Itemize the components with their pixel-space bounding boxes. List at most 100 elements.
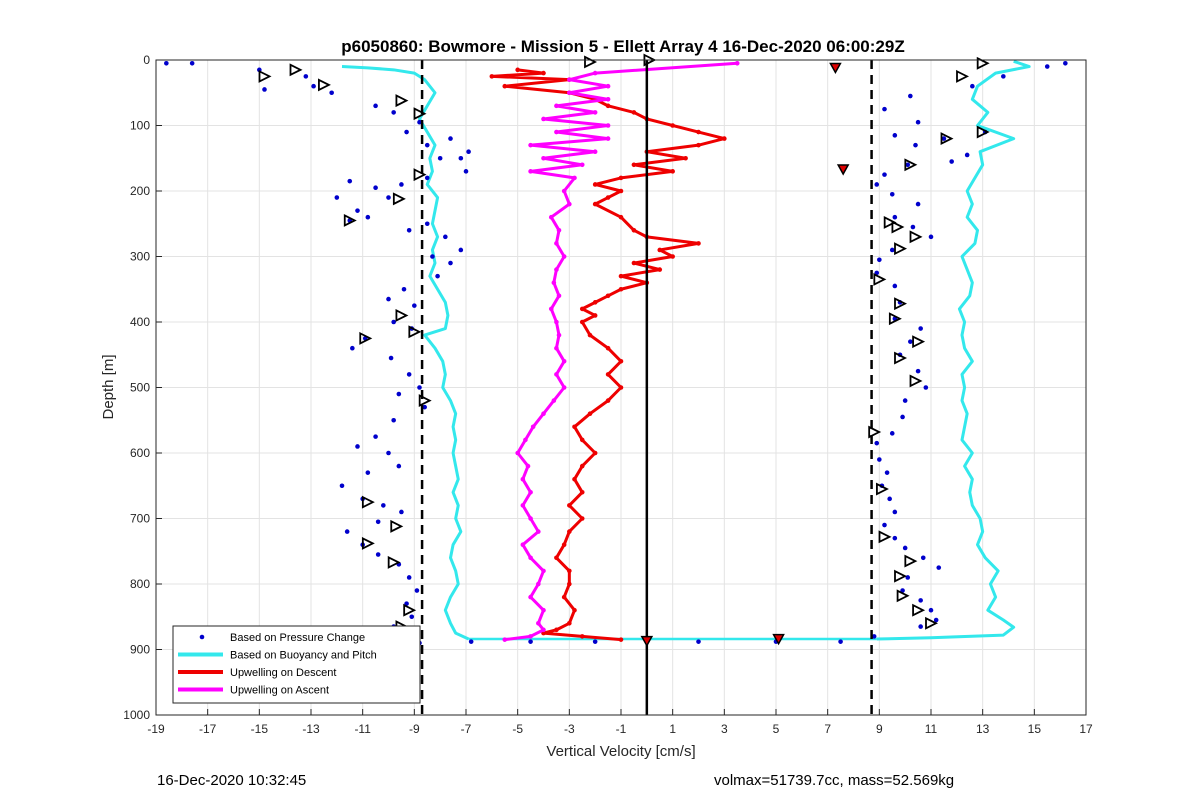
point-upwelling-descent — [605, 372, 611, 377]
point-upwelling-ascent — [734, 60, 740, 66]
y-axis: 0 100 200 300 400 500 600 700 800 900 1000 — [123, 53, 162, 722]
point-upwelling-ascent — [528, 634, 533, 639]
point-upwelling-ascent — [551, 280, 557, 286]
point-upwelling-descent — [592, 300, 598, 305]
point-upwelling-ascent — [536, 529, 541, 534]
triangle-marker — [976, 56, 990, 70]
point-upwelling-descent — [605, 398, 611, 403]
point-pressure-change — [941, 136, 947, 141]
point-pressure-change — [347, 178, 353, 184]
triangle-marker — [413, 168, 427, 182]
point-pressure-change — [355, 208, 360, 213]
point-upwelling-ascent — [541, 607, 546, 613]
point-pressure-change — [877, 257, 882, 263]
point-upwelling-ascent — [520, 476, 526, 482]
point-pressure-change — [882, 106, 887, 112]
point-pressure-change — [396, 463, 402, 469]
point-upwelling-descent — [567, 503, 572, 508]
point-pressure-change — [355, 444, 360, 449]
point-upwelling-descent — [541, 70, 546, 76]
legend-label: Upwelling on Descent — [230, 667, 336, 679]
point-upwelling-ascent — [556, 293, 562, 299]
triangle-marker — [395, 308, 409, 322]
triangle-marker — [361, 495, 375, 509]
point-pressure-change — [889, 191, 895, 197]
point-pressure-change — [884, 470, 890, 475]
point-pressure-change — [412, 303, 417, 308]
y-tick-label: 900 — [130, 643, 150, 657]
point-pressure-change — [417, 119, 422, 125]
triangle-marker — [395, 94, 409, 108]
point-upwelling-ascent — [523, 437, 528, 443]
point-upwelling-descent — [618, 359, 624, 364]
point-upwelling-ascent — [554, 129, 559, 135]
series-upwelling-descent — [490, 68, 726, 642]
x-tick-label: -9 — [409, 722, 420, 736]
point-upwelling-descent — [670, 254, 675, 259]
red-triangle-marker — [640, 635, 654, 648]
point-pressure-change — [908, 339, 913, 344]
point-pressure-change — [468, 639, 474, 644]
point-pressure-change — [923, 385, 929, 390]
x-tick-label: -1 — [616, 722, 627, 736]
triangle-marker — [976, 125, 990, 139]
x-axis-label: Vertical Velocity [cm/s] — [546, 743, 695, 760]
point-upwelling-ascent — [528, 594, 533, 600]
x-tick-label: -11 — [354, 722, 371, 736]
x-tick-label: -19 — [147, 722, 165, 736]
triangle-marker — [876, 482, 889, 496]
y-tick-label: 500 — [130, 381, 150, 395]
point-pressure-change — [414, 588, 420, 593]
point-upwelling-ascent — [554, 241, 559, 246]
point-pressure-change — [391, 417, 396, 423]
point-pressure-change — [404, 601, 409, 606]
legend-label: Based on Buoyancy and Pitch — [230, 650, 377, 662]
footer-timestamp: 16-Dec-2020 10:32:45 — [157, 772, 307, 789]
point-upwelling-descent — [618, 214, 624, 220]
point-upwelling-descent — [567, 621, 572, 626]
x-axis: -19 -17 -15 -13 -11 -9 -7 -5 -3 -1 1 3 5 7 9 11 13 15 17 — [147, 709, 1093, 736]
y-tick-label: 300 — [130, 250, 150, 264]
point-upwelling-ascent — [561, 188, 567, 194]
point-upwelling-descent — [567, 529, 572, 534]
point-upwelling-descent — [618, 175, 624, 181]
triangle-marker — [912, 335, 926, 349]
point-pressure-change — [910, 224, 916, 230]
point-pressure-change — [401, 286, 407, 292]
point-pressure-change — [422, 404, 427, 410]
point-upwelling-ascent — [528, 142, 533, 148]
point-upwelling-ascent — [605, 123, 611, 128]
point-pressure-change — [329, 90, 334, 96]
triangle-marker — [359, 331, 373, 345]
plot-area — [164, 53, 1068, 715]
point-upwelling-ascent — [528, 516, 533, 521]
series-buoyancy-pitch-left — [341, 65, 470, 641]
point-upwelling-ascent — [525, 463, 531, 469]
point-pressure-change — [409, 614, 415, 620]
point-pressure-change — [874, 270, 880, 276]
x-tick-label: -15 — [251, 722, 269, 736]
point-upwelling-ascent — [536, 621, 541, 626]
point-pressure-change — [882, 172, 887, 177]
point-pressure-change — [424, 175, 430, 181]
point-upwelling-ascent — [536, 581, 541, 587]
point-upwelling-descent — [618, 273, 624, 279]
triangle-marker — [894, 297, 908, 311]
point-upwelling-descent — [579, 490, 585, 495]
point-pressure-change — [900, 414, 905, 420]
triangle-marker — [392, 192, 406, 206]
triangle-marker — [868, 425, 882, 439]
point-upwelling-descent — [722, 136, 727, 141]
point-pressure-change — [928, 234, 934, 240]
point-upwelling-descent — [572, 476, 577, 482]
point-upwelling-descent — [561, 594, 567, 600]
point-pressure-change — [406, 575, 412, 580]
triangle-marker — [904, 158, 918, 172]
point-pressure-change — [443, 234, 448, 240]
point-pressure-change — [365, 470, 371, 475]
point-pressure-change — [915, 201, 921, 207]
triangle-marker — [883, 215, 897, 229]
x-tick-label: 7 — [824, 722, 831, 736]
triangle-marker — [894, 351, 908, 365]
